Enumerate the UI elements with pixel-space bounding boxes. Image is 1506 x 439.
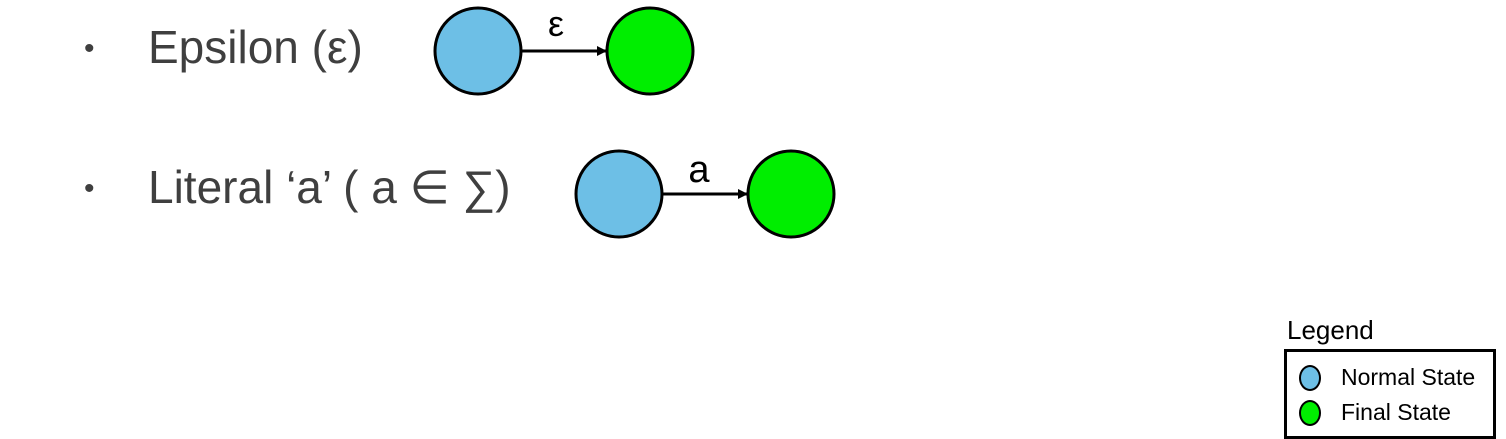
- literal-transition-label: a: [688, 149, 710, 191]
- epsilon-final-state: [605, 6, 695, 96]
- epsilon-fragment: ε: [433, 3, 695, 96]
- legend: Normal State Final State: [1284, 349, 1496, 439]
- final-state-swatch-icon: [1299, 399, 1321, 426]
- legend-item-normal-state: Normal State: [1299, 364, 1475, 391]
- literal-final-state: [746, 149, 836, 239]
- legend-title: Legend: [1287, 315, 1374, 345]
- legend-item-label: Final State: [1341, 399, 1451, 425]
- normal-state-swatch-icon: [1299, 364, 1321, 391]
- bullet-dot: •: [84, 32, 95, 65]
- legend-item-final-state: Final State: [1299, 399, 1451, 426]
- epsilon-label: Epsilon (ε): [148, 21, 363, 73]
- bullet-dot: •: [84, 172, 95, 205]
- literal-label: Literal ‘a’ ( a ∈ ∑): [148, 161, 511, 213]
- epsilon-transition-label: ε: [548, 3, 564, 44]
- literal-fragment: a: [574, 149, 836, 239]
- nfa-diagram: ε a: [433, 3, 836, 239]
- epsilon-start-state: [433, 6, 523, 96]
- literal-start-state: [574, 149, 664, 239]
- legend-item-label: Normal State: [1341, 364, 1476, 390]
